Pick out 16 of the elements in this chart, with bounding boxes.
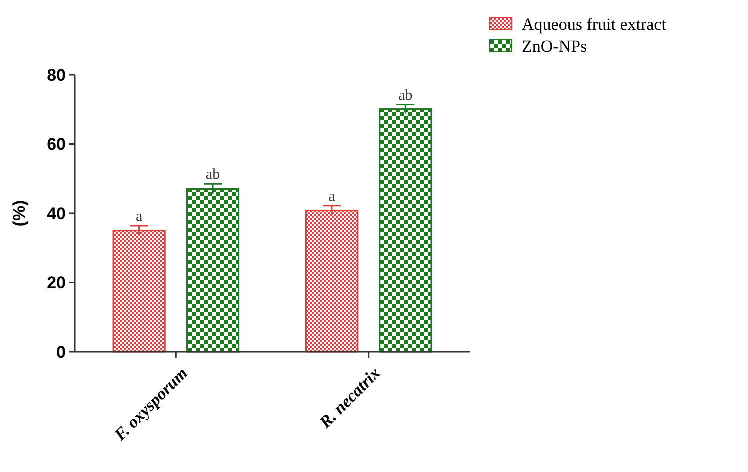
y-tick-label: 0 bbox=[56, 342, 66, 362]
bar bbox=[305, 210, 359, 353]
y-tick-label: 60 bbox=[47, 135, 66, 154]
y-tick-label: 20 bbox=[47, 274, 66, 293]
bar bbox=[112, 230, 166, 353]
data-label: ab bbox=[398, 88, 413, 104]
bar bbox=[186, 188, 240, 353]
data-label: a bbox=[136, 208, 143, 225]
bar bbox=[379, 108, 432, 353]
data-label: a bbox=[328, 188, 336, 205]
legend-label: Aqueous fruit extract bbox=[522, 14, 667, 34]
data-label: ab bbox=[206, 167, 220, 184]
y-tick-label: 80 bbox=[47, 66, 66, 85]
legend-label: ZnO-NPs bbox=[522, 36, 588, 56]
y-axis-title: (%) bbox=[10, 200, 29, 227]
y-tick-label: 40 bbox=[47, 204, 66, 224]
